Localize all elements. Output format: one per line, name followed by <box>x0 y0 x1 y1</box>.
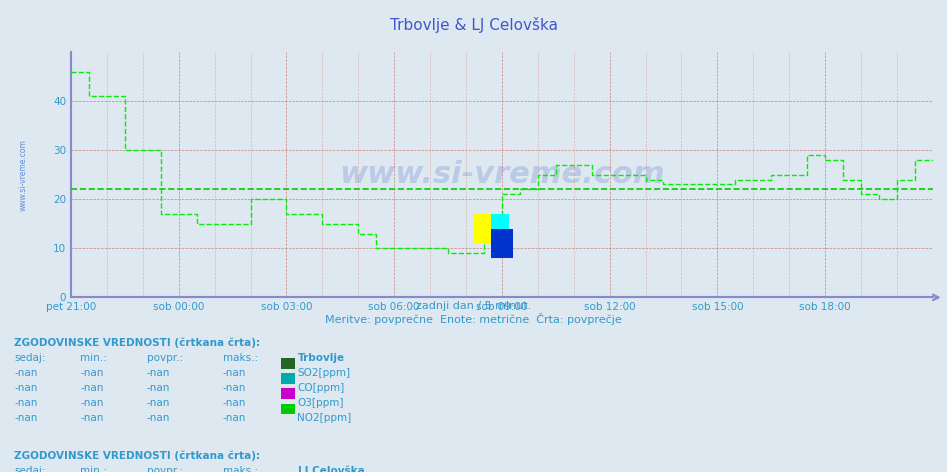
Text: -nan: -nan <box>223 368 246 378</box>
Bar <box>491 228 512 258</box>
Text: ZGODOVINSKE VREDNOSTI (črtkana črta):: ZGODOVINSKE VREDNOSTI (črtkana črta): <box>14 451 260 461</box>
Text: -nan: -nan <box>223 398 246 408</box>
Text: Meritve: povprečne  Enote: metrične  Črta: povprečje: Meritve: povprečne Enote: metrične Črta:… <box>325 313 622 325</box>
Text: maks.:: maks.: <box>223 466 258 472</box>
Text: -nan: -nan <box>14 398 38 408</box>
Text: -nan: -nan <box>80 413 104 423</box>
Text: -nan: -nan <box>147 383 170 393</box>
Text: www.si-vreme.com: www.si-vreme.com <box>19 139 28 211</box>
Text: sedaj:: sedaj: <box>14 353 45 362</box>
Text: -nan: -nan <box>147 413 170 423</box>
Text: www.si-vreme.com: www.si-vreme.com <box>339 160 665 189</box>
Text: O3[ppm]: O3[ppm] <box>297 398 344 408</box>
Text: NO2[ppm]: NO2[ppm] <box>297 413 351 423</box>
Bar <box>491 214 509 258</box>
Text: min.:: min.: <box>80 353 107 362</box>
Text: -nan: -nan <box>223 383 246 393</box>
Text: -nan: -nan <box>80 368 104 378</box>
Text: -nan: -nan <box>80 398 104 408</box>
Text: -nan: -nan <box>14 383 38 393</box>
Text: -nan: -nan <box>147 398 170 408</box>
Text: -nan: -nan <box>223 413 246 423</box>
Text: -nan: -nan <box>80 383 104 393</box>
Text: ZGODOVINSKE VREDNOSTI (črtkana črta):: ZGODOVINSKE VREDNOSTI (črtkana črta): <box>14 337 260 348</box>
Text: Trbovlje & LJ Celovška: Trbovlje & LJ Celovška <box>389 17 558 33</box>
Text: povpr.:: povpr.: <box>147 353 183 362</box>
Text: sedaj:: sedaj: <box>14 466 45 472</box>
Text: -nan: -nan <box>147 368 170 378</box>
Text: LJ Celovška: LJ Celovška <box>298 466 365 472</box>
Text: -nan: -nan <box>14 368 38 378</box>
Text: -nan: -nan <box>14 413 38 423</box>
Bar <box>474 214 491 244</box>
Text: min.:: min.: <box>80 466 107 472</box>
Text: maks.:: maks.: <box>223 353 258 362</box>
Text: Trbovlje: Trbovlje <box>298 353 346 362</box>
Text: povpr.:: povpr.: <box>147 466 183 472</box>
Text: SO2[ppm]: SO2[ppm] <box>297 368 350 378</box>
Text: zadnji dan / 5 minut.: zadnji dan / 5 minut. <box>416 301 531 311</box>
Text: CO[ppm]: CO[ppm] <box>297 383 345 393</box>
